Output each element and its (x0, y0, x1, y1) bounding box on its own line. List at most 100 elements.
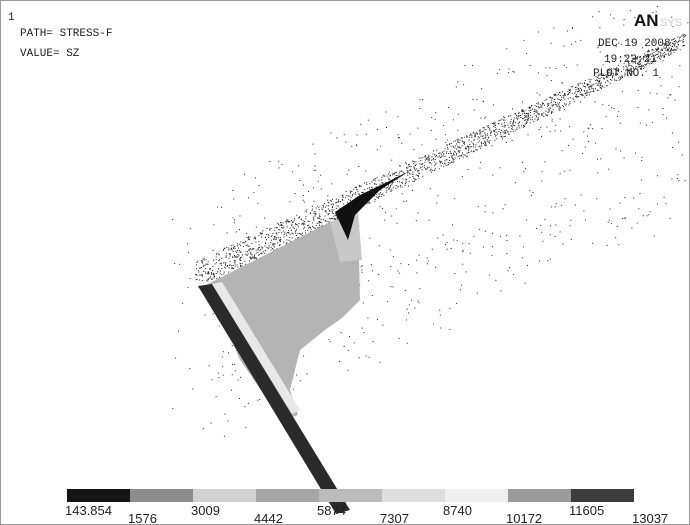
node (449, 308, 450, 309)
node (263, 251, 264, 252)
node (576, 87, 577, 88)
node (527, 119, 528, 120)
node (641, 180, 642, 181)
node (467, 136, 468, 137)
node (450, 153, 451, 154)
node (553, 28, 554, 29)
node (677, 42, 678, 43)
node (485, 142, 486, 143)
node (449, 144, 450, 145)
legend-swatch (319, 489, 382, 502)
node (243, 242, 244, 243)
node (315, 166, 316, 167)
node (462, 176, 463, 177)
node (469, 137, 470, 138)
node (453, 161, 454, 162)
node (220, 271, 221, 272)
node (274, 247, 275, 248)
node (457, 139, 458, 140)
node (217, 271, 218, 272)
node (580, 94, 581, 95)
node (585, 147, 586, 148)
node (482, 131, 483, 132)
node (196, 275, 197, 276)
node (452, 224, 453, 225)
node (528, 118, 529, 119)
node (328, 221, 329, 222)
node (200, 267, 201, 268)
node (657, 204, 658, 205)
node (397, 223, 398, 224)
node (412, 172, 413, 173)
node (283, 231, 284, 232)
node (573, 139, 574, 140)
node (213, 277, 214, 278)
node (670, 95, 671, 96)
node (641, 160, 642, 161)
node (593, 84, 594, 85)
node (676, 41, 677, 42)
node (317, 206, 318, 207)
node (491, 132, 492, 133)
node (492, 212, 493, 213)
node (320, 175, 321, 176)
node (604, 87, 605, 88)
node (470, 253, 471, 254)
node (662, 50, 663, 51)
node (348, 199, 349, 200)
node (459, 152, 460, 153)
node (555, 130, 556, 131)
node (292, 171, 293, 172)
node (494, 123, 495, 124)
node (252, 255, 253, 256)
node (480, 146, 481, 147)
node (482, 136, 483, 137)
node (512, 140, 513, 141)
node (400, 263, 401, 264)
node (305, 211, 306, 212)
node (617, 226, 618, 227)
node (449, 329, 450, 330)
node (467, 156, 468, 157)
node (332, 211, 333, 212)
node (684, 34, 685, 35)
node (303, 356, 304, 357)
node (254, 256, 255, 257)
node (366, 184, 367, 185)
node (443, 155, 444, 156)
node (233, 251, 234, 252)
node (381, 179, 382, 180)
node (397, 116, 398, 117)
node (529, 190, 530, 191)
node (388, 174, 389, 175)
node (273, 249, 274, 250)
node (577, 96, 578, 97)
node (453, 146, 454, 147)
node (325, 207, 326, 208)
node (492, 246, 493, 247)
node (390, 186, 391, 187)
node (428, 261, 429, 262)
node (259, 247, 260, 248)
node (553, 109, 554, 110)
node (467, 153, 468, 154)
node (359, 357, 360, 358)
node (336, 202, 337, 203)
node (232, 345, 233, 346)
node (541, 114, 542, 115)
node (224, 414, 225, 415)
node (490, 135, 491, 136)
node (357, 189, 358, 190)
node (520, 117, 521, 118)
node (333, 213, 334, 214)
node (577, 91, 578, 92)
node (446, 153, 447, 154)
node (261, 234, 262, 235)
node (673, 43, 674, 44)
node (561, 99, 562, 100)
node (359, 194, 360, 195)
node (333, 204, 334, 205)
node (536, 115, 537, 116)
node (600, 85, 601, 86)
node (677, 48, 678, 49)
